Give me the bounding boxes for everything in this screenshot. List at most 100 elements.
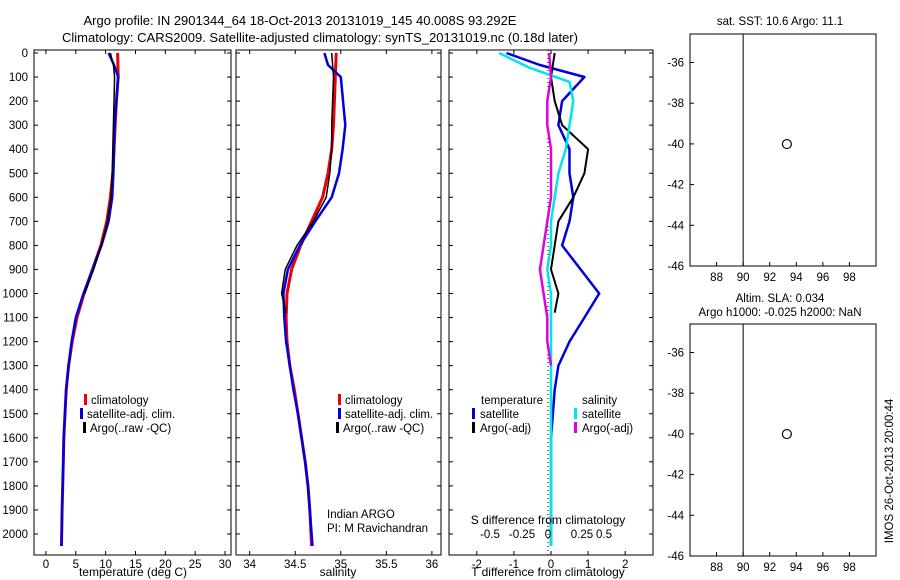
- map-lat-label: -38: [667, 98, 684, 110]
- x-tick-label: -1: [509, 559, 519, 571]
- legend-swatch-sal-satellite: [574, 408, 577, 419]
- sla-map-frame: [689, 323, 877, 557]
- depth-tick-label: 1900: [2, 505, 28, 517]
- s-diff-tick-label: -0.5: [480, 529, 500, 541]
- legend-label-argo: Argo(..raw -QC): [90, 423, 171, 435]
- map-lon-label: 92: [763, 272, 776, 284]
- legend-swatch-climatology: [84, 394, 87, 405]
- legend-swatch-argo: [83, 422, 86, 433]
- x-tick-label: 35: [334, 559, 347, 571]
- depth-tick-label: 600: [9, 192, 28, 204]
- depth-tick-label: 400: [9, 144, 28, 156]
- depth-tick-label: 1300: [2, 361, 28, 373]
- x-tick-label: 30: [219, 559, 232, 571]
- s-diff-tick-label: 0: [545, 529, 551, 541]
- map-lon-label: 88: [710, 272, 723, 284]
- x-tick-label: 5: [73, 559, 79, 571]
- depth-axis-labels: 0 100 200 300 400 500 600 700 800 900 1000 1100 1200…: [2, 48, 28, 541]
- legend-swatch-temp-satellite: [472, 408, 475, 419]
- legend-label-argo: Argo(..raw -QC): [343, 423, 424, 435]
- depth-tick-label: 900: [9, 264, 28, 276]
- t-difference-axis-label: T difference from climatology: [471, 565, 625, 579]
- legend-label-sal-satellite: satellite: [582, 409, 621, 421]
- legend-swatch-climatology: [338, 394, 341, 405]
- salinity-legend: climatology satellite-adj. clim. Argo(..…: [336, 394, 433, 435]
- figure-title-line2: Climatology: CARS2009. Satellite-adjuste…: [62, 30, 578, 45]
- salinity-axis-label: salinity: [320, 565, 357, 579]
- legend-temperature-header: temperature: [481, 395, 543, 407]
- credit-line1: Indian ARGO: [327, 509, 395, 521]
- s-difference-axis-label: S difference from climatology: [471, 513, 626, 527]
- x-axis-tick-labels: 0 5 10 15 20 25 30 34 34.5 35 35.5 36 -2 -1 0 1 2: [43, 50, 628, 571]
- legend-label-satellite: satellite-adj. clim.: [345, 409, 433, 421]
- legend-label-climatology: climatology: [345, 395, 403, 407]
- depth-tick-label: 300: [9, 120, 28, 132]
- map-lon-label: 96: [816, 272, 829, 284]
- legend-label-climatology: climatology: [91, 395, 149, 407]
- depth-tick-label: 500: [9, 168, 28, 180]
- depth-tick-label: 1400: [2, 385, 28, 397]
- map-lat-label: -44: [667, 220, 684, 232]
- depth-tick-label: 1500: [2, 409, 28, 421]
- temperature-profile-lines: [60, 52, 120, 547]
- x-tick-label: 20: [159, 559, 172, 571]
- map-lat-label: -42: [667, 470, 684, 482]
- map-lon-label: 90: [737, 562, 750, 574]
- sst-map-title: sat. SST: 10.6 Argo: 11.1: [717, 16, 843, 28]
- argo-location-marker: [781, 428, 792, 440]
- legend-label-sal-argo: Argo(-adj): [582, 423, 633, 435]
- x-tick-label: -2: [472, 559, 482, 571]
- series-line: [83, 52, 116, 294]
- map-lon-label: 88: [710, 562, 723, 574]
- map-lat-label: -46: [667, 551, 684, 563]
- depth-tick-label: 2000: [2, 529, 28, 541]
- map-lon-label: 98: [843, 562, 856, 574]
- sst-map: 88 90 92 94 96 98 -36 -38 -40 -42 -44 -46: [667, 33, 877, 284]
- map-lon-label: 94: [790, 562, 803, 574]
- difference-profile-lines: [498, 51, 601, 546]
- legend-label-satellite: satellite-adj. clim.: [87, 409, 175, 421]
- map-lat-label: -38: [667, 388, 684, 400]
- series-line: [550, 52, 590, 313]
- sst-map-frame: [689, 33, 877, 267]
- map-lon-label: 96: [816, 562, 829, 574]
- difference-legend: temperature satellite Argo(-adj) salinit…: [472, 395, 633, 435]
- map-lat-label: -40: [667, 429, 684, 441]
- depth-tick-label: 800: [9, 240, 28, 252]
- map-lat-label: -44: [667, 510, 684, 522]
- series-line: [282, 52, 347, 547]
- map-lat-label: -46: [667, 261, 684, 273]
- depth-tick-label: 700: [9, 216, 28, 228]
- sla-map: 88 90 92 94 96 98 -36 -38 -40 -42 -44 -46: [667, 323, 877, 574]
- legend-salinity-header: salinity: [582, 395, 617, 407]
- depth-tick-label: 1600: [2, 433, 28, 445]
- legend-swatch-argo: [336, 422, 339, 433]
- legend-label-temp-argo: Argo(-adj): [480, 423, 531, 435]
- argo-location-marker: [781, 138, 792, 150]
- s-diff-tick-label: 0.25: [571, 529, 593, 541]
- depth-tick-label: 1700: [2, 457, 28, 469]
- panel-tick-marks: [34, 52, 653, 535]
- x-tick-label: 34.5: [284, 559, 306, 571]
- salinity-profile-lines: [280, 52, 347, 547]
- map-lon-label: 98: [843, 272, 856, 284]
- sla-map-title-line2: Argo h1000: -0.025 h2000: NaN: [698, 307, 861, 319]
- map-lon-label: 92: [763, 562, 776, 574]
- x-tick-label: 15: [129, 559, 142, 571]
- salinity-panel-frame: [235, 49, 442, 556]
- x-tick-label: 10: [99, 559, 112, 571]
- map-lon-label: 90: [737, 272, 750, 284]
- series-line: [60, 52, 120, 547]
- legend-swatch-satellite: [338, 408, 341, 419]
- x-tick-label: 2: [622, 559, 628, 571]
- imos-timestamp: IMOS 26-Oct-2013 20:00:44: [884, 398, 896, 543]
- legend-label-temp-satellite: satellite: [480, 409, 519, 421]
- map-lat-label: -36: [667, 347, 684, 359]
- x-tick-label: 36: [425, 559, 438, 571]
- map-lat-label: -42: [667, 180, 684, 192]
- x-tick-label: 34: [243, 559, 256, 571]
- s-diff-tick-label: -0.25: [509, 529, 535, 541]
- x-tick-label: 0: [548, 559, 554, 571]
- depth-tick-label: 0: [22, 48, 28, 60]
